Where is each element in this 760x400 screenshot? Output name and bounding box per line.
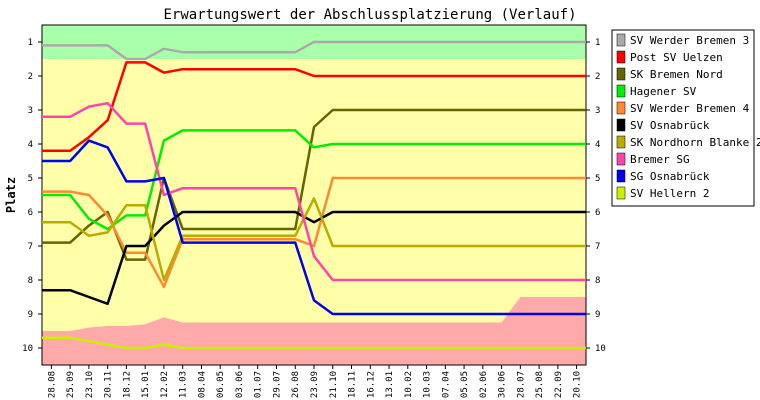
x-tick-label: 10.03 [423, 371, 433, 398]
legend-label: Hagener SV [630, 85, 697, 98]
y-tick-label-right: 7 [595, 242, 600, 252]
x-tick-label: 08.04 [197, 371, 207, 398]
legend-label: SK Nordhorn Blanke 2 [630, 136, 760, 149]
band-1 [42, 59, 586, 331]
x-tick-label: 12.02 [160, 371, 170, 398]
x-tick-label: 02.06 [479, 371, 489, 398]
series-line-7 [42, 101, 586, 282]
y-tick-label-left: 2 [28, 72, 33, 82]
legend-label: SG Osnabrück [630, 170, 710, 183]
x-tick-label: 20.11 [104, 371, 114, 398]
y-tick-label-right: 4 [595, 140, 600, 150]
x-tick-label: 13.01 [385, 371, 395, 398]
legend-label: SK Bremen Nord [630, 68, 723, 81]
y-axis-label: Platz [4, 177, 18, 213]
y-tick-label-right: 8 [595, 276, 600, 286]
y-tick-label-right: 9 [595, 310, 600, 320]
series-line-4 [42, 176, 586, 289]
x-tick-label: 06.05 [216, 371, 226, 398]
x-tick-label: 21.10 [329, 371, 339, 398]
y-tick-label-right: 3 [595, 106, 600, 116]
y-tick-label-left: 3 [28, 106, 33, 116]
x-tick-label: 23.10 [85, 371, 95, 398]
y-tick-label-right: 2 [595, 72, 600, 82]
x-tick-label: 16.12 [366, 371, 376, 398]
series-line-8 [42, 139, 586, 316]
series-line-6 [42, 197, 586, 282]
series-line-0 [42, 40, 586, 61]
y-tick-label-right: 6 [595, 208, 600, 218]
legend-swatch [616, 169, 626, 183]
y-tick-label-left: 1 [28, 38, 33, 48]
y-tick-label-right: 5 [595, 174, 600, 184]
x-tick-label: 29.07 [272, 371, 282, 398]
y-tick-label-left: 6 [28, 208, 33, 218]
plot-area: 1 1 2 2 3 3 4 4 5 5 6 6 7 7 8 8 9 9 10 10 28.08 25.09 23.10 20.… [22, 24, 606, 398]
legend-label: SV Osnabrück [630, 119, 710, 132]
x-tick-label: 25.09 [66, 371, 76, 398]
x-tick-label: 23.09 [310, 371, 320, 398]
y-tick-label-right: 1 [595, 38, 600, 48]
series-line-1 [42, 61, 586, 153]
legend-swatch [616, 135, 626, 149]
y-tick-label-left: 4 [28, 140, 33, 150]
chart-title: Erwartungswert der Abschlussplatzierung … [163, 7, 576, 23]
series-line-9 [42, 336, 586, 350]
x-tick-label: 05.05 [460, 371, 470, 398]
legend-swatch [616, 50, 626, 64]
legend-swatch [616, 186, 626, 200]
legend-swatch [616, 33, 626, 47]
x-tick-label: 11.03 [179, 371, 189, 398]
x-tick-label: 26.08 [291, 371, 301, 398]
y-tick-label-left: 7 [28, 242, 33, 252]
series-line-5 [42, 210, 586, 306]
x-tick-label: 25.08 [535, 371, 545, 398]
y-tick-label-left: 8 [28, 276, 33, 286]
x-tick-label: 07.04 [441, 371, 451, 398]
y-tick-label-right: 10 [595, 344, 606, 354]
x-tick-label: 22.09 [554, 371, 564, 398]
x-tick-label: 18.11 [348, 371, 358, 398]
legend-swatch [616, 101, 626, 115]
legend-swatch [616, 152, 626, 166]
legend-swatch [616, 67, 626, 81]
x-tick-label: 28.08 [47, 371, 57, 398]
legend: SV Werder Bremen 3 Post SV Uelzen SK Breme… [611, 29, 760, 207]
y-tick-label-left: 9 [28, 310, 33, 320]
x-tick-label: 01.07 [254, 371, 264, 398]
legend-label: SV Werder Bremen 3 [630, 34, 749, 47]
x-tick-label: 30.06 [498, 371, 508, 398]
x-tick-label: 20.10 [573, 371, 583, 398]
legend-swatch [616, 84, 626, 98]
x-tick-label: 03.06 [235, 371, 245, 398]
y-tick-label-left: 10 [22, 344, 33, 354]
legend-swatch [616, 118, 626, 132]
series-line-2 [42, 108, 586, 261]
legend-label: SV Werder Bremen 4 [630, 102, 750, 115]
legend-label: Bremer SG [630, 153, 690, 166]
y-tick-label-left: 5 [28, 174, 33, 184]
legend-label: SV Hellern 2 [630, 187, 709, 200]
legend-frame [611, 29, 755, 207]
x-tick-label: 18.12 [122, 371, 132, 398]
legend-label: Post SV Uelzen [630, 51, 723, 64]
x-tick-label: 15.01 [141, 371, 151, 398]
x-tick-label: 10.02 [404, 371, 414, 398]
series-line-3 [42, 129, 586, 231]
x-tick-label: 28.07 [516, 371, 526, 398]
